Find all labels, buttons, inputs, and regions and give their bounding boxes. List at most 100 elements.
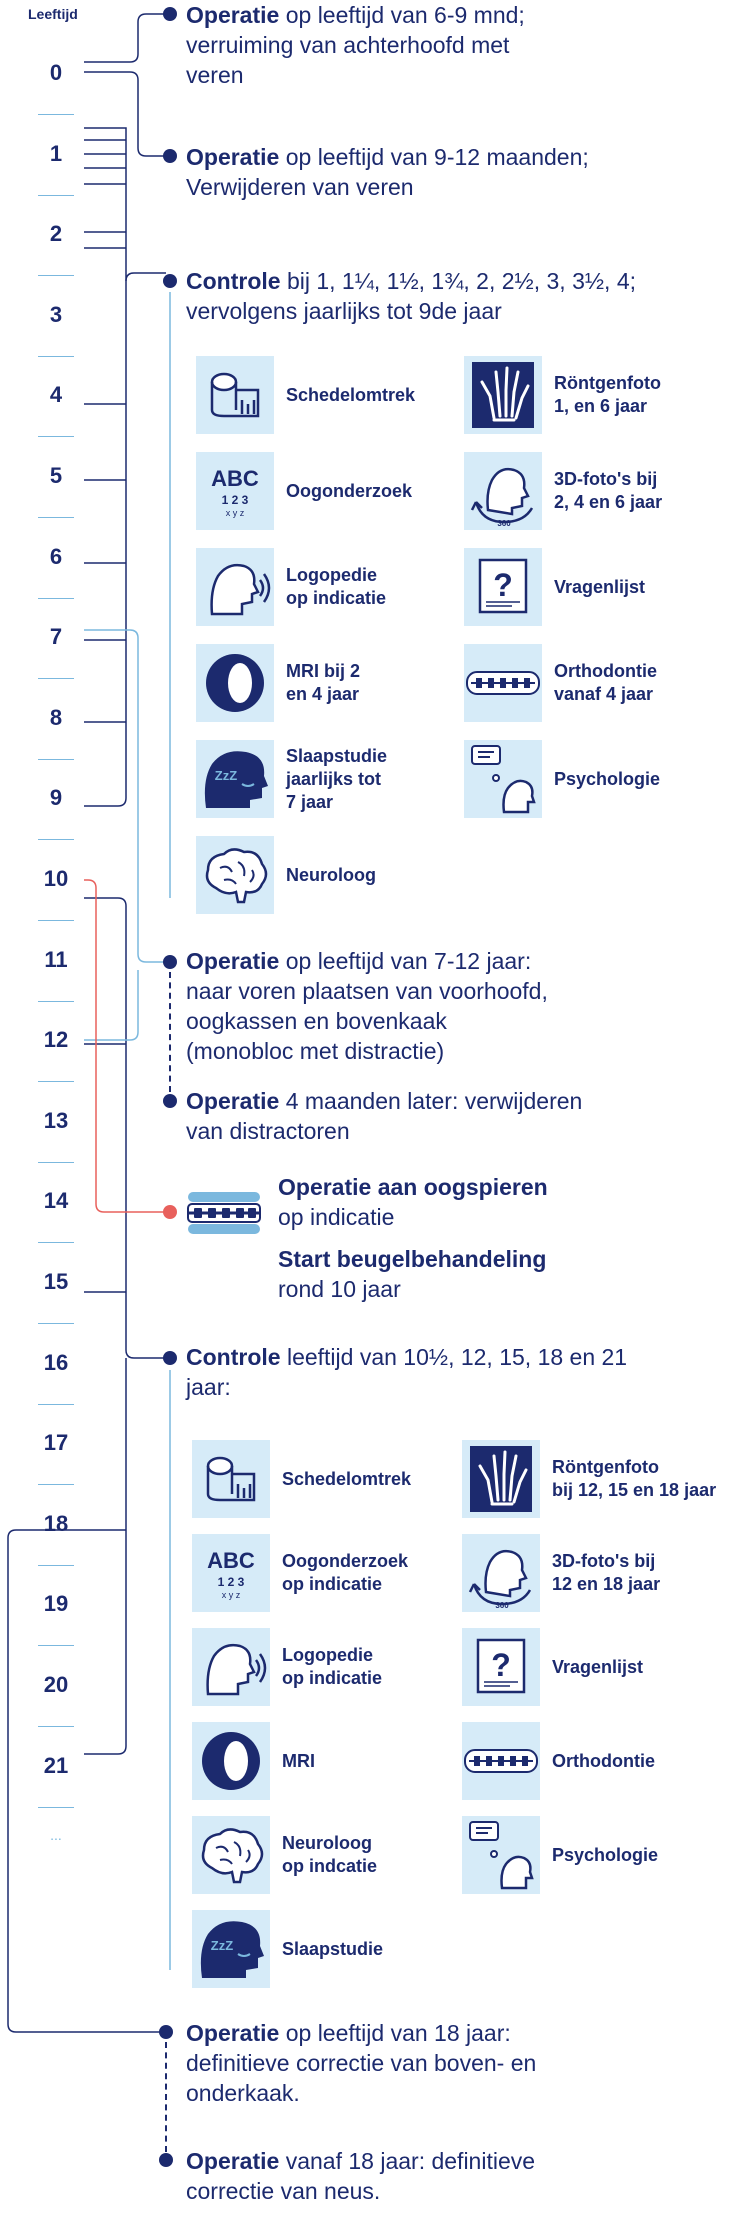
checklist-label: Slaapstudie jaarlijks tot 7 jaar <box>286 745 388 812</box>
age-separator <box>38 355 74 357</box>
dashed-connector-op3 <box>169 972 171 1092</box>
age-label: ... <box>50 1827 62 1844</box>
checklist-label: Psychologie <box>552 1844 659 1865</box>
step-text: op leeftijd van 18 jaar: <box>285 2020 511 2046</box>
checklist-label: 3D-foto's bij 2, 4 en 6 jaar <box>554 469 663 512</box>
step-text: leeftijd van 10½, 12, 15, 18 en 21 <box>286 1344 628 1370</box>
age-label: 11 <box>44 946 68 972</box>
age-label: 18 <box>43 1510 69 1536</box>
step-controle-1: Controle bij 1, 1¼, 1½, 1¾, 2, 2½, 3, 3½… <box>186 266 726 326</box>
braces-icon <box>464 644 542 722</box>
checklist-label: Neuroloog op indcatie <box>282 1833 378 1876</box>
checklist-label: Oogonderzoek <box>286 480 413 501</box>
age-label: 6 <box>49 543 63 569</box>
step-text: oogkassen en bovenkaak <box>186 1008 447 1034</box>
step-operatie-1: Operatie op leeftijd van 6-9 mnd; verrui… <box>186 0 726 90</box>
age-separator <box>38 839 74 841</box>
age-separator <box>38 597 74 599</box>
checklist-label: MRI bij 2 en 4 jaar <box>286 661 361 704</box>
step-operatie-5: Operatie op leeftijd van 18 jaar: defini… <box>186 2018 726 2108</box>
checklist-label: Röntgenfoto bij 12, 15 en 18 jaar <box>552 1457 717 1500</box>
age-column-header: Leeftijd <box>28 6 78 22</box>
step-title: Operatie <box>186 1088 280 1114</box>
step-title: Operatie <box>186 948 280 974</box>
step-operatie-4: Operatie 4 maanden later: verwijderen va… <box>186 1086 726 1146</box>
svg-text:?: ? <box>493 567 513 603</box>
svg-text:ABC: ABC <box>211 466 259 491</box>
age-label: 8 <box>49 704 63 730</box>
psychology-icon <box>462 1816 540 1894</box>
age-separator <box>38 114 74 115</box>
step-operatie-6: Operatie vanaf 18 jaar: definitieve corr… <box>186 2146 726 2206</box>
checklist-label: Logopedie op indicatie <box>286 565 387 608</box>
checklist-label: Neuroloog <box>286 864 376 885</box>
brain-icon <box>192 1816 270 1894</box>
age-separator <box>38 436 74 438</box>
age-label: 20 <box>43 1672 69 1697</box>
age-separator <box>38 1564 74 1566</box>
brain-icon <box>196 836 274 914</box>
step-text: op leeftijd van 9-12 maanden; <box>285 144 589 170</box>
age-separator <box>38 1323 74 1324</box>
checklist-label: Orthodontie vanaf 4 jaar <box>554 661 657 704</box>
age-label: 1 <box>49 140 63 166</box>
age-separator <box>38 275 74 277</box>
step-text: rond 10 jaar <box>278 1276 401 1302</box>
braces-icon <box>462 1722 540 1800</box>
svg-text:360: 360 <box>495 1601 509 1610</box>
speech-icon <box>192 1628 270 1706</box>
braces-graphic <box>187 1192 261 1234</box>
step-text: op indicatie <box>278 1204 395 1230</box>
age-label: 4 <box>49 382 63 408</box>
step-text: op leeftijd van 7-12 jaar: <box>285 948 532 974</box>
checklist-label: Psychologie <box>554 768 661 789</box>
step-title: Controle <box>186 268 281 294</box>
xray-hand-icon <box>464 356 542 434</box>
age-separator <box>38 1161 74 1163</box>
step-beugelbehandeling: Start beugelbehandeling rond 10 jaar <box>278 1244 718 1304</box>
3d-photo-icon: 360 <box>462 1534 540 1612</box>
age-label: 12 <box>43 1027 69 1053</box>
checklist-label: 3D-foto's bij 12 en 18 jaar <box>552 1551 661 1594</box>
age-label: 14 <box>43 1188 69 1214</box>
checklist-label: MRI <box>282 1750 315 1771</box>
svg-text:ZzZ: ZzZ <box>211 1938 233 1953</box>
svg-text:x y z: x y z <box>222 1590 241 1600</box>
tape-measure-icon <box>196 356 274 434</box>
tape-measure-icon <box>192 1440 270 1518</box>
svg-text:360: 360 <box>497 519 511 528</box>
step-oogspieren: Operatie aan oogspieren op indicatie <box>278 1172 718 1232</box>
step-text: (monobloc met distractie) <box>186 1038 445 1064</box>
checklist-label: Oogonderzoek op indicatie <box>282 1551 409 1594</box>
age-separator <box>38 1403 74 1405</box>
age-separator <box>38 920 74 921</box>
svg-text:?: ? <box>491 1647 511 1683</box>
step-text: vervolgens jaarlijks tot 9de jaar <box>186 298 502 324</box>
age-label: 21 <box>43 1752 69 1778</box>
checklist-label: Slaapstudie <box>282 1938 384 1959</box>
xray-hand-icon <box>462 1440 540 1518</box>
questionnaire-icon: ? <box>464 548 542 626</box>
checklist-label: Logopedie op indicatie <box>282 1645 383 1688</box>
step-title: Operatie aan oogspieren <box>278 1174 548 1200</box>
age-separator <box>38 1806 74 1808</box>
age-separator <box>38 1726 74 1727</box>
step-text: verruiming van achterhoofd met <box>186 32 510 58</box>
checklist-label: Röntgenfoto 1, en 6 jaar <box>554 373 661 416</box>
age-label: 15 <box>43 1269 69 1294</box>
step-title: Start beugelbehandeling <box>278 1246 547 1272</box>
checklist-label: Vragenlijst <box>552 1656 644 1677</box>
step-text: correctie van neus. <box>186 2178 381 2204</box>
step-text: vanaf 18 jaar: definitieve <box>285 2148 536 2174</box>
svg-text:1 2 3: 1 2 3 <box>218 1575 245 1589</box>
step-text: Verwijderen van veren <box>186 174 414 200</box>
age-separator <box>38 1484 74 1486</box>
age-separator <box>38 758 74 760</box>
step-text: definitieve correctie van boven- en <box>186 2050 537 2076</box>
step-text: onderkaak. <box>186 2080 300 2106</box>
age-label: 2 <box>49 221 63 247</box>
svg-text:ABC: ABC <box>207 1548 255 1573</box>
age-label: 17 <box>43 1430 69 1456</box>
svg-text:1 2 3: 1 2 3 <box>222 493 249 507</box>
step-title: Controle <box>186 1344 281 1370</box>
